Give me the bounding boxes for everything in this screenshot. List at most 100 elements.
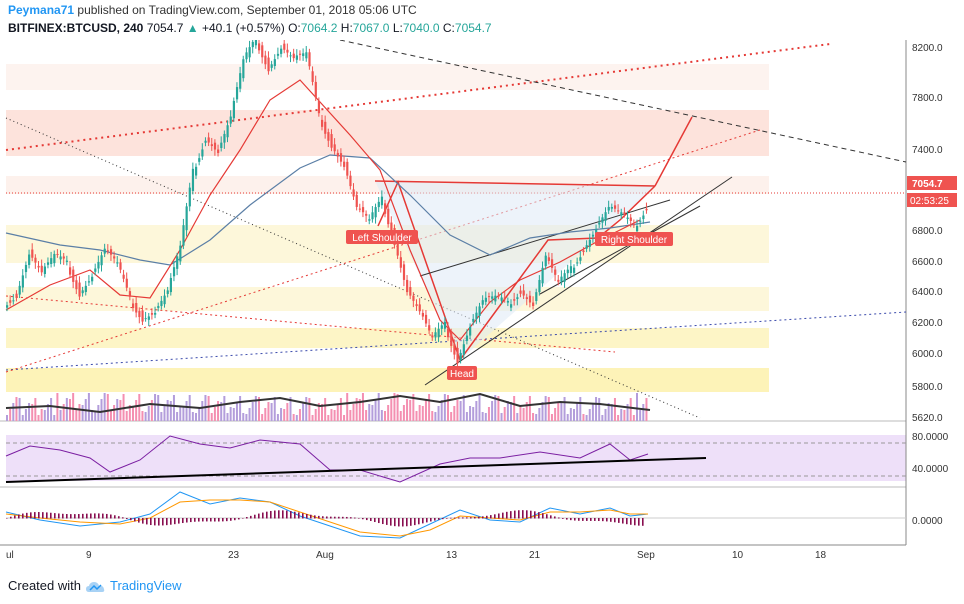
volume-bar xyxy=(443,394,446,421)
candle-body xyxy=(94,268,97,272)
macd-histogram-bar xyxy=(122,517,124,519)
candle-body xyxy=(179,245,182,262)
volume-bar xyxy=(595,397,598,421)
macd-histogram-bar xyxy=(546,514,548,519)
macd-histogram-bar xyxy=(458,517,460,519)
open-label: O: xyxy=(288,21,301,35)
candle-body xyxy=(418,304,421,312)
macd-histogram-bar xyxy=(378,518,380,524)
volume-bar xyxy=(166,400,169,421)
macd-histogram-bar xyxy=(302,513,304,519)
candle-body xyxy=(324,121,327,134)
macd-histogram-bar xyxy=(506,511,508,519)
volume-bar xyxy=(305,397,308,421)
volume-bar xyxy=(21,415,24,421)
macd-histogram-bar xyxy=(618,518,620,523)
volume-bar xyxy=(472,407,475,421)
candle-body xyxy=(226,125,229,138)
candle-body xyxy=(295,55,298,60)
candle-body xyxy=(31,249,34,258)
tradingview-brand[interactable]: TradingView xyxy=(110,578,182,593)
candle-body xyxy=(286,49,289,53)
candle-body xyxy=(157,306,160,308)
volume-bar xyxy=(525,402,528,421)
macd-histogram-bar xyxy=(622,518,624,524)
volume-bar xyxy=(24,409,27,421)
volume-bar xyxy=(157,395,160,421)
macd-histogram-bar xyxy=(306,514,308,519)
volume-bar xyxy=(201,401,204,421)
macd-histogram-bar xyxy=(66,513,68,519)
volume-bar xyxy=(298,409,301,421)
volume-bar xyxy=(623,410,626,421)
macd-histogram-bar xyxy=(34,512,36,519)
symbol-ohlc-line: BITFINEX:BTCUSD, 240 7054.7 ▲ +40.1 (+0.… xyxy=(8,21,492,35)
svg-text:9: 9 xyxy=(86,550,92,561)
candle-body xyxy=(191,168,195,191)
candle-body xyxy=(176,256,179,269)
volume-bar xyxy=(453,406,456,421)
time-axis[interactable]: ul 9 23 Aug 13 21 Sep 10 18 xyxy=(6,550,827,561)
macd-histogram-bar xyxy=(454,517,456,519)
macd-histogram-bar xyxy=(250,515,252,519)
volume-bar xyxy=(437,406,440,421)
macd-histogram-bar xyxy=(110,514,112,519)
macd-histogram-bar xyxy=(354,517,356,519)
macd-histogram-bar xyxy=(482,516,484,519)
macd-histogram-bar xyxy=(554,516,556,519)
candle-body xyxy=(358,208,361,210)
candle-body xyxy=(185,206,188,231)
macd-histogram-bar xyxy=(382,518,384,525)
volume-bar xyxy=(179,406,182,421)
volume-bar xyxy=(569,408,572,421)
volume-bar xyxy=(547,397,550,421)
volume-bar xyxy=(428,394,431,421)
volume-bar xyxy=(254,396,257,421)
macd-histogram-bar xyxy=(30,512,32,519)
footer-brand[interactable]: Created with TradingView xyxy=(8,578,182,594)
volume-bar xyxy=(585,415,588,421)
macd-histogram-bar xyxy=(410,518,412,526)
macd-histogram-bar xyxy=(362,518,364,520)
volume-bar xyxy=(346,393,349,421)
macd-histogram-bar xyxy=(330,516,332,519)
candle-body xyxy=(484,297,487,302)
volume-bar xyxy=(75,410,78,421)
volume-bar xyxy=(53,415,56,421)
macd-histogram-bar xyxy=(26,512,28,519)
volume-bar xyxy=(399,411,402,421)
candle-body xyxy=(198,158,201,162)
candle-body xyxy=(380,196,384,206)
macd-histogram-bar xyxy=(574,518,576,521)
volume-bar xyxy=(292,414,295,421)
candle-body xyxy=(40,265,43,273)
candle-body xyxy=(500,297,503,301)
author-name[interactable]: Peymana71 xyxy=(8,3,75,17)
candle-body xyxy=(387,208,390,225)
macd-histogram-bar xyxy=(374,518,376,523)
current-price-tag: 7054.7 02:53:25 xyxy=(907,176,957,207)
volume-bar xyxy=(431,411,434,421)
volume-bar xyxy=(636,393,638,421)
price-chart[interactable]: Left Shoulder Head Right Shoulder 8200.0… xyxy=(0,40,964,570)
volume-bar xyxy=(393,393,396,421)
volume-bar xyxy=(273,397,276,421)
price-axis[interactable]: 8200.0 7800.0 7400.0 6800.0 6600.0 6400.… xyxy=(912,43,943,424)
candle-body xyxy=(56,253,59,255)
candle-body xyxy=(132,303,135,309)
volume-bar xyxy=(113,405,116,421)
macd-histogram-bar xyxy=(106,513,108,519)
candle-body xyxy=(37,265,40,268)
label-left-shoulder: Left Shoulder xyxy=(346,230,418,244)
candle-body xyxy=(563,273,566,282)
candle-body xyxy=(629,217,632,222)
candle-body xyxy=(513,299,516,301)
last-price: 7054.7 xyxy=(146,21,184,35)
macd-histogram-bar xyxy=(290,511,292,519)
volume-bar xyxy=(620,409,623,421)
candle-body xyxy=(487,296,491,298)
candle-body xyxy=(528,295,532,303)
volume-bar xyxy=(402,405,405,421)
volume-bar xyxy=(302,403,305,421)
macd-histogram-bar xyxy=(226,518,228,522)
